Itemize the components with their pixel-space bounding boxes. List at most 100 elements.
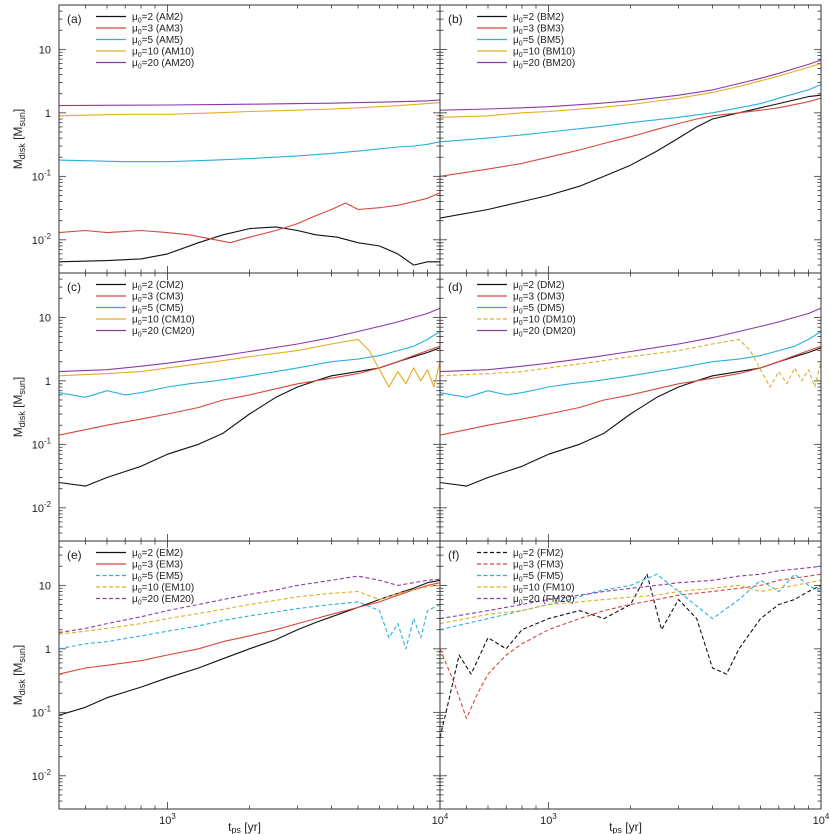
legend: μ0=2 (BM2)μ0=3 (BM3)μ0=5 (BM5)μ0=10 (BM1… — [477, 12, 575, 71]
panel-frame — [58, 4, 441, 274]
legend-entry: μ0=10 (FM10) — [513, 583, 575, 596]
series-line-mu20 — [59, 575, 440, 634]
panel-frame — [439, 4, 822, 274]
legend-entry: μ0=2 (AM2) — [132, 12, 183, 25]
series-group — [59, 99, 440, 266]
legend-entry: μ0=3 (DM3) — [513, 292, 565, 305]
series-line-mu3 — [59, 192, 440, 244]
legend-entry: μ0=20 (CM20) — [132, 326, 195, 339]
panel-frame — [439, 272, 822, 542]
series-group — [59, 575, 440, 716]
series-group — [440, 59, 821, 219]
legend-entry: μ0=2 (CM2) — [132, 280, 184, 293]
legend-entry: μ0=5 (AM5) — [132, 35, 183, 48]
legend-entry: μ0=2 (DM2) — [513, 280, 565, 293]
x-tick-label: 104 — [432, 812, 449, 827]
series-group — [59, 307, 440, 487]
panel-frame — [58, 272, 441, 542]
legend-entry: μ0=20 (DM20) — [513, 326, 576, 339]
series-line-mu20 — [440, 59, 821, 111]
panel-f: (f) μ0=2 (FM2)μ0=3 (FM3)μ0=5 (FM5)μ0=10 (… — [439, 540, 830, 827]
legend-entry: μ0=5 (FM5) — [513, 571, 564, 584]
legend-entry: μ0=5 (DM5) — [513, 303, 565, 316]
legend-entry: μ0=10 (AM10) — [132, 47, 194, 60]
x-tick-label: 103 — [159, 812, 176, 827]
series-line-mu2 — [440, 94, 821, 219]
y-tick-label: 10 — [39, 580, 51, 592]
series-line-mu20 — [59, 307, 440, 373]
legend-entry: μ0=2 (BM2) — [513, 12, 564, 25]
legend-entry: μ0=20 (BM20) — [513, 58, 575, 71]
series-line-mu5 — [440, 573, 821, 631]
ticks — [439, 4, 822, 274]
ticks — [58, 272, 441, 542]
legend: μ0=2 (CM2)μ0=3 (CM3)μ0=5 (CM5)μ0=10 (CM1… — [96, 280, 195, 339]
y-axis-label: Mdisk [Msun] — [11, 645, 27, 706]
y-tick-label: 10-2 — [32, 500, 51, 515]
legend-entry: μ0=20 (EM20) — [132, 594, 194, 607]
series-line-mu5 — [59, 141, 440, 163]
y-tick-label: 1 — [45, 108, 51, 120]
x-tick-label: 103 — [540, 812, 557, 827]
legend-entry: μ0=5 (EM5) — [132, 571, 183, 584]
series-line-mu20 — [440, 307, 821, 373]
legend-entry: μ0=3 (EM3) — [132, 560, 183, 573]
y-tick-label: 1 — [45, 376, 51, 388]
y-tick-label: 10 — [39, 312, 51, 324]
legend: μ0=2 (DM2)μ0=3 (DM3)μ0=5 (DM5)μ0=10 (DM1… — [477, 280, 576, 339]
y-tick-label: 10-1 — [32, 704, 52, 719]
panel-label: (b) — [448, 12, 463, 26]
series-line-mu10 — [59, 338, 440, 388]
legend-entry: μ0=2 (EM2) — [132, 548, 183, 561]
series-line-mu3 — [440, 345, 821, 436]
y-axis-label: Mdisk [Msun] — [11, 109, 27, 170]
legend-entry: μ0=10 (DM10) — [513, 315, 576, 328]
panel-label: (e) — [67, 548, 82, 562]
legend-entry: μ0=5 (CM5) — [132, 303, 184, 316]
x-axis-label: tps [yr] — [609, 820, 642, 834]
ticks — [58, 540, 441, 810]
legend: μ0=2 (FM2)μ0=3 (FM3)μ0=5 (FM5)μ0=10 (FM1… — [477, 548, 575, 607]
legend-entry: μ0=20 (FM20) — [513, 594, 575, 607]
y-axis-label: Mdisk [Msun] — [11, 377, 27, 438]
series-line-mu5 — [440, 83, 821, 143]
y-tick-label: 10 — [39, 44, 51, 56]
panel-label: (f) — [448, 548, 459, 562]
series-line-mu3 — [59, 582, 440, 675]
panel-b: (b) μ0=2 (BM2)μ0=3 (BM3)μ0=5 (BM5)μ0=10 (… — [439, 4, 822, 274]
x-axis-label: tps [yr] — [228, 820, 261, 834]
panel-label: (c) — [67, 280, 81, 294]
legend-entry: μ0=3 (BM3) — [513, 24, 564, 37]
series-line-mu10 — [440, 338, 821, 388]
series-line-mu3 — [440, 573, 821, 720]
ticks — [439, 540, 822, 810]
legend-entry: μ0=10 (BM10) — [513, 47, 575, 60]
series-line-mu10 — [59, 584, 440, 635]
y-tick-label: 10-2 — [32, 768, 51, 783]
series-line-mu20 — [59, 99, 440, 107]
panel-label: (a) — [67, 12, 82, 26]
y-tick-label: 10-1 — [32, 436, 52, 451]
legend-entry: μ0=10 (CM10) — [132, 315, 195, 328]
x-tick-label: 104 — [813, 812, 830, 827]
series-group — [440, 565, 821, 738]
panel-a: (a) μ0=2 (AM2)μ0=3 (AM3)μ0=5 (AM5)μ0=10 (… — [32, 4, 441, 274]
series-line-mu2 — [440, 573, 821, 738]
series-line-mu10 — [440, 579, 821, 625]
legend-entry: μ0=3 (FM3) — [513, 560, 564, 573]
legend-entry: μ0=5 (BM5) — [513, 35, 564, 48]
legend-entry: μ0=10 (EM10) — [132, 583, 194, 596]
series-line-mu5 — [440, 331, 821, 398]
legend-entry: μ0=3 (AM3) — [132, 24, 183, 37]
legend-entry: μ0=3 (CM3) — [132, 292, 184, 305]
series-line-mu3 — [59, 345, 440, 436]
y-tick-label: 1 — [45, 644, 51, 656]
panel-c: (c) μ0=2 (CM2)μ0=3 (CM3)μ0=5 (CM5)μ0=10 (… — [32, 272, 441, 542]
y-tick-label: 10-1 — [32, 168, 52, 183]
panel-frame — [58, 540, 441, 810]
series-line-mu3 — [440, 97, 821, 177]
series-line-mu2 — [59, 226, 440, 266]
legend-entry: μ0=20 (AM20) — [132, 58, 194, 71]
panel-e: (e) μ0=2 (EM2)μ0=3 (EM3)μ0=5 (EM5)μ0=10 (… — [32, 540, 449, 827]
